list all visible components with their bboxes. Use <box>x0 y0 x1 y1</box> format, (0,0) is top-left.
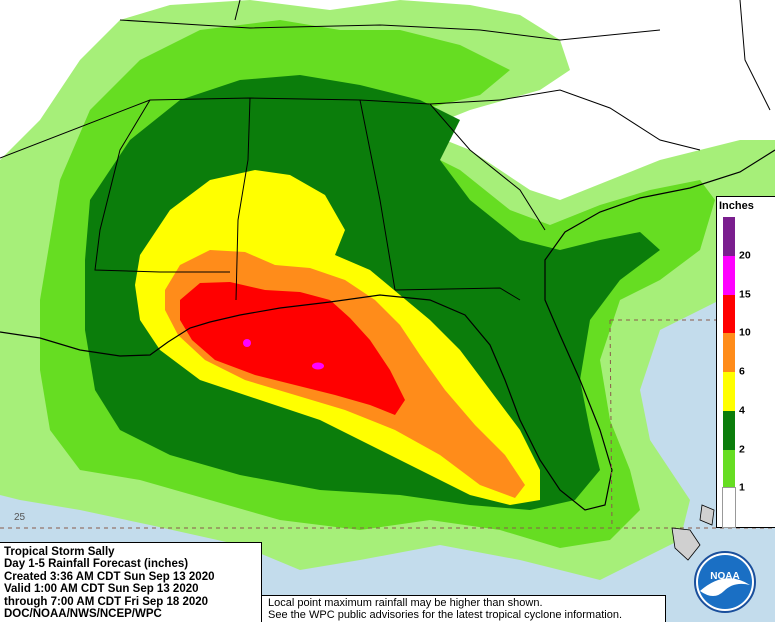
legend-label: 2 <box>739 442 745 455</box>
rain-contour-red <box>180 282 405 415</box>
rain-max-spot <box>243 339 251 347</box>
valid-end: through 7:00 AM CDT Fri Sep 18 2020 <box>4 595 209 608</box>
graticule <box>0 319 775 529</box>
state-line <box>235 97 251 301</box>
latitude-label: 25 <box>14 512 26 523</box>
legend-label: 4 <box>739 404 745 417</box>
state-boundaries <box>0 0 771 301</box>
legend-swatch <box>723 372 735 411</box>
legend-title: Inches <box>719 200 754 212</box>
graticule-line <box>609 319 613 529</box>
disclaimer-box: Local point maximum rainfall may be high… <box>262 595 666 622</box>
created-time: Created 3:36 AM CDT Sun Sep 13 2020 <box>4 570 215 583</box>
rainfall-legend: Inches 20 15 10 6 4 2 1 <box>716 196 775 528</box>
logo-gull <box>700 578 750 596</box>
state-line <box>429 103 546 231</box>
disclaimer-line: Local point maximum rainfall may be high… <box>268 597 543 609</box>
legend-swatch <box>723 217 735 256</box>
noaa-logo: NOAA <box>694 551 756 613</box>
storm-name: Tropical Storm Sally <box>4 546 115 558</box>
legend-label: 6 <box>739 365 745 378</box>
rain-max-spot <box>312 362 324 370</box>
legend-label: 15 <box>739 287 751 300</box>
state-line <box>234 0 241 21</box>
title-block: Tropical Storm Sally Day 1-5 Rainfall Fo… <box>0 542 262 622</box>
legend-swatch <box>722 487 736 528</box>
logo-text: NOAA <box>710 571 739 582</box>
legend-label: 1 <box>739 481 745 494</box>
legend-swatch <box>723 333 735 372</box>
legend-label: 10 <box>739 326 751 339</box>
legend-label: 20 <box>739 249 751 262</box>
island <box>671 527 701 561</box>
island-group <box>671 504 715 561</box>
agency-credit: DOC/NOAA/NWS/NCEP/WPC <box>4 608 162 621</box>
state-line <box>359 99 396 291</box>
state-line <box>394 287 521 301</box>
legend-swatch <box>723 255 735 295</box>
disclaimer-line: See the WPC public advisories for the la… <box>268 609 622 621</box>
state-line <box>739 0 771 111</box>
legend-swatch <box>723 449 735 489</box>
legend-swatch <box>723 294 735 334</box>
island <box>699 504 715 526</box>
coastline <box>0 149 775 511</box>
legend-swatch <box>723 410 735 450</box>
state-line <box>499 89 701 151</box>
state-line <box>94 99 230 273</box>
forecast-title: Day 1-5 Rainfall Forecast (inches) <box>4 558 189 571</box>
state-line <box>119 19 661 41</box>
state-line <box>0 97 501 159</box>
valid-start: Valid 1:00 AM CDT Sun Sep 13 2020 <box>4 583 199 596</box>
